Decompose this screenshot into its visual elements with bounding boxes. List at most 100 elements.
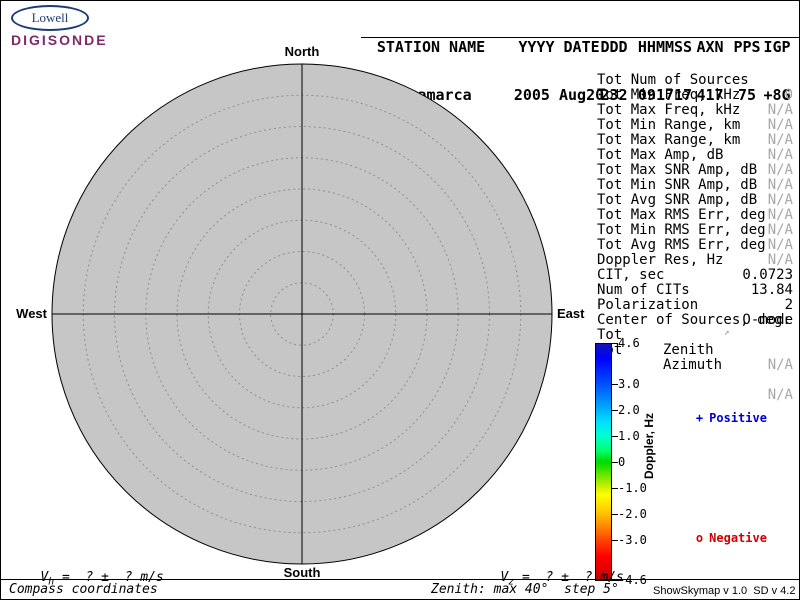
vh-value: = ? ± ? m/s: [54, 570, 164, 585]
lowell-oval-logo: Lowell: [11, 5, 89, 31]
stat-value: N/A: [767, 192, 793, 208]
stat-value: N/A: [767, 117, 793, 133]
legend-negative: o Negative: [667, 517, 767, 559]
colorbar-tick-label: 4.6: [618, 336, 640, 350]
colorbar-tick: [612, 436, 618, 437]
stat-label: CIT, sec: [597, 267, 665, 283]
stat-label: Tot Min Freq, kHz: [597, 87, 741, 103]
colorbar-tick: [612, 343, 618, 344]
header-col-date: YYYY DATE 2005 Aug20: [509, 7, 609, 135]
stat-row-min-freq: Tot Min Freq, kHz N/A: [597, 73, 795, 118]
colorbar-tick: [612, 580, 618, 581]
stat-value: N/A: [767, 387, 793, 403]
azimuth-arrow-icon: ↗: [724, 328, 730, 338]
stat-value: 2: [784, 297, 793, 313]
legend-positive-label: Positive: [709, 411, 767, 425]
colorbar-tick: [612, 488, 618, 489]
vz-velocity-readout: Vz = ? ± ? m/s: [469, 557, 624, 599]
header-col-time: HHMMSS 091717: [635, 7, 695, 135]
stat-row-min-rms: Tot Min RMS Err, deg N/A: [597, 208, 795, 253]
stat-row-max-freq: Tot Max Freq, kHz N/A: [597, 88, 795, 133]
compass-north-label: North: [284, 44, 320, 59]
coordinates-caption: Compass coordinates: [9, 582, 158, 597]
vh-symbol: V: [40, 570, 49, 585]
header-col-igp: IGP +8G: [753, 7, 799, 135]
colorbar-tick: [612, 514, 618, 515]
crosshair-axes: [52, 64, 552, 564]
stat-row-max-range: Tot Max Range, km N/A: [597, 118, 795, 163]
zenith-range-caption: Zenith: max 40° step 5°: [431, 582, 619, 597]
colorbar-tick: [612, 540, 618, 541]
header-label-igp: IGP: [763, 38, 791, 56]
stat-row-avg-rms: Tot Avg RMS Err, deg N/A: [597, 223, 795, 268]
stat-row-doppler-res: Doppler Res, Hz 0.0723: [597, 238, 795, 283]
colorbar-tick-label: 1.0: [618, 429, 640, 443]
stat-row-max-amp: Tot Max Amp, dB N/A: [597, 133, 795, 178]
header-label-station: STATION NAME: [376, 38, 486, 56]
stat-label: Tot Num of Sources: [597, 72, 749, 88]
header-label-axn: AXN: [696, 38, 724, 56]
colorbar-tick: [612, 410, 618, 411]
footer-divider: [1, 579, 799, 580]
header-value-time: 091717: [637, 86, 693, 104]
stat-label: Tot Max Range, km: [597, 132, 741, 148]
legend-negative-label: Negative: [709, 531, 767, 545]
vh-subscript: h: [48, 576, 55, 588]
stat-value: N/A: [767, 147, 793, 163]
stat-value: 0: [784, 87, 793, 103]
colorbar-tick-label: -3.0: [618, 533, 647, 547]
vz-subscript: z: [508, 576, 515, 588]
digisonde-wordmark: DIGISONDE: [11, 32, 108, 48]
legend-positive: + Positive: [667, 397, 767, 439]
stat-row-min-snr: Tot Min SNR Amp, dB N/A: [597, 163, 795, 208]
colorbar-tick-label: -4.6: [618, 573, 647, 587]
stat-label: Tot Max Freq, kHz: [597, 102, 741, 118]
stat-label: Tot Avg SNR Amp, dB: [597, 192, 758, 208]
colorbar-tick-label: -2.0: [618, 507, 647, 521]
header-col-ddd: DDD 232: [591, 7, 637, 135]
vz-symbol: V: [500, 570, 509, 585]
colorbar-tick-label: -1.0: [618, 481, 647, 495]
header-label-time: HHMMSS: [637, 38, 693, 56]
colorbar-tick-label: 2.0: [618, 403, 640, 417]
stat-label: Tot: [597, 327, 623, 343]
stat-value: N/A: [767, 177, 793, 193]
header-value-date: 2005 Aug20: [513, 86, 605, 104]
stat-row-num-cits: Num of CITs 2: [597, 268, 795, 313]
stat-value: N/A: [767, 237, 793, 253]
stat-value: 13.84: [750, 282, 793, 298]
lowell-digisonde-logo: Lowell DIGISONDE: [11, 5, 108, 48]
stat-sublabel: Zenith: [663, 342, 714, 358]
plus-marker-icon: +: [695, 411, 704, 425]
vz-value: = ? ± ? m/s: [514, 570, 624, 585]
stat-row-min-range: Tot Min Range, km N/A: [597, 103, 795, 148]
colorbar-tick: [612, 384, 618, 385]
colorbar-tick: [612, 462, 618, 463]
stat-label: Tot Min SNR Amp, dB: [597, 177, 758, 193]
stat-label: Tot Max RMS Err, deg: [597, 207, 766, 223]
header-value-igp: +8G: [763, 86, 791, 104]
circle-marker-icon: o: [695, 531, 704, 545]
stat-label: Tot Min RMS Err, deg: [597, 222, 766, 238]
stat-value: N/A: [767, 252, 793, 268]
lowell-logo-text: Lowell: [31, 10, 69, 25]
stat-value: N/A: [767, 222, 793, 238]
stat-row-center-sources: Center of Sources, deg:: [597, 298, 795, 328]
stat-value: 0.0723: [742, 267, 793, 283]
stat-value: N/A: [767, 102, 793, 118]
colorbar-tick-label: 0: [618, 455, 626, 469]
stat-label: Polarization: [597, 297, 699, 313]
compass-east-label: East: [557, 306, 585, 321]
stat-label: Tot Avg RMS Err, deg: [597, 237, 766, 253]
header-label-date: YYYY DATE: [518, 38, 600, 56]
vh-velocity-readout: Vh = ? ± ? m/s: [9, 557, 164, 599]
app-version-label: ShowSkymap v 1.0 SD v 4.2: [653, 585, 796, 597]
stat-label: Tot Min Range, km: [597, 117, 741, 133]
stat-row-max-rms: Tot Max RMS Err, deg N/A: [597, 193, 795, 238]
header-divider: [361, 37, 799, 38]
colorbar-axis-title: Doppler, Hz: [642, 412, 656, 480]
colorbar-tick-label: 3.0: [618, 377, 640, 391]
stat-value: N/A: [767, 162, 793, 178]
stat-label: Doppler Res, Hz: [597, 252, 724, 268]
